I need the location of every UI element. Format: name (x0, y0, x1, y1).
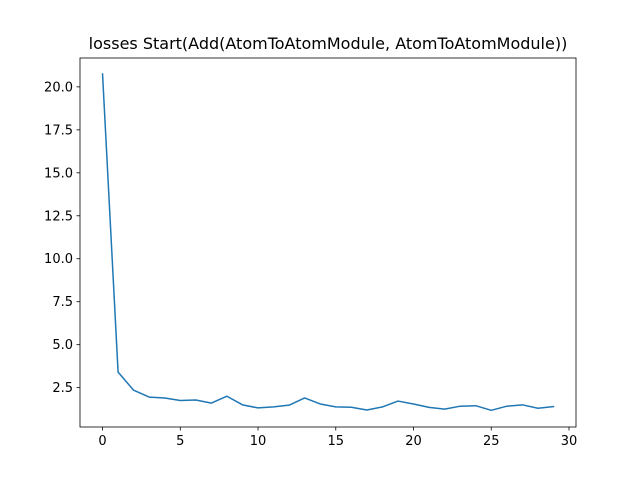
x-tick-label: 5 (176, 434, 184, 449)
x-tick-label: 20 (405, 434, 422, 449)
chart-title: losses Start(Add(AtomToAtomModule, AtomT… (89, 34, 568, 53)
x-tick-label: 0 (98, 434, 106, 449)
y-tick-label: 12.5 (44, 209, 73, 224)
x-tick-label: 10 (250, 434, 267, 449)
axes-frame (79, 57, 577, 428)
y-tick-label: 7.5 (52, 295, 73, 310)
series-line-0 (101, 73, 555, 412)
y-tick-label: 20.0 (44, 80, 73, 95)
y-tick-label: 10.0 (44, 252, 73, 267)
y-tick-label: 5.0 (52, 338, 73, 353)
x-tick-label: 25 (483, 434, 500, 449)
y-tick-label: 17.5 (44, 123, 73, 138)
y-tick-label: 15.0 (44, 166, 73, 181)
y-tick-label: 2.5 (52, 381, 73, 396)
x-tick-label: 30 (561, 434, 578, 449)
x-tick-label: 15 (328, 434, 345, 449)
